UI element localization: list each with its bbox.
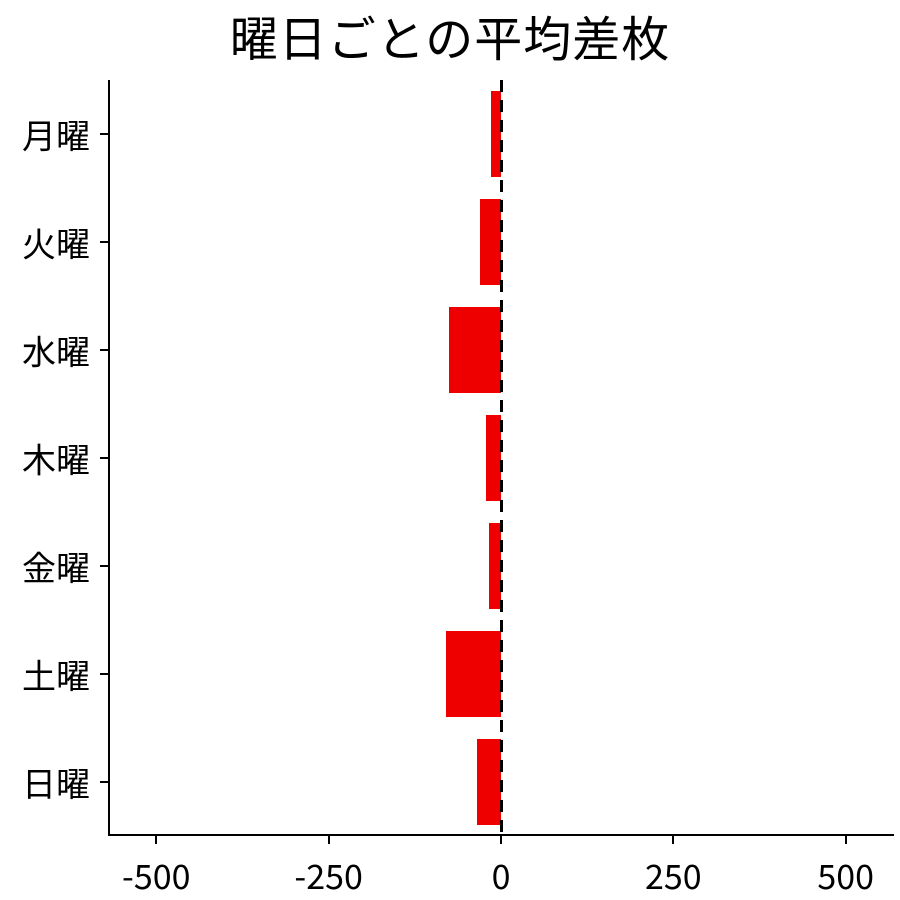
y-tick-label: 火曜 (22, 218, 90, 267)
y-tick (100, 457, 108, 459)
x-tick-label: -500 (122, 850, 190, 899)
x-tick (155, 836, 157, 844)
x-tick (328, 836, 330, 844)
y-tick (100, 565, 108, 567)
y-axis (108, 80, 110, 836)
x-tick (845, 836, 847, 844)
x-tick-label: 500 (817, 850, 874, 899)
y-tick (100, 349, 108, 351)
bar (449, 307, 501, 393)
x-tick-label: 0 (492, 850, 511, 899)
y-tick (100, 781, 108, 783)
y-tick (100, 241, 108, 243)
y-tick (100, 673, 108, 675)
y-tick-label: 金曜 (22, 542, 90, 591)
y-tick (100, 133, 108, 135)
y-tick-label: 日曜 (22, 758, 90, 807)
x-tick (500, 836, 502, 844)
y-tick-label: 水曜 (22, 326, 90, 375)
zero-reference-line (500, 80, 503, 836)
x-tick (672, 836, 674, 844)
y-tick-label: 月曜 (22, 110, 90, 159)
bar (480, 199, 501, 285)
y-tick-label: 土曜 (22, 650, 90, 699)
x-tick-label: -250 (294, 850, 362, 899)
y-tick-label: 木曜 (22, 434, 90, 483)
chart-title: 曜日ごとの平均差枚 (0, 0, 900, 70)
bar (477, 739, 501, 825)
plot-area: -500-2500250500月曜火曜水曜木曜金曜土曜日曜 (108, 80, 894, 836)
bar (446, 631, 501, 717)
x-tick-label: 250 (645, 850, 702, 899)
